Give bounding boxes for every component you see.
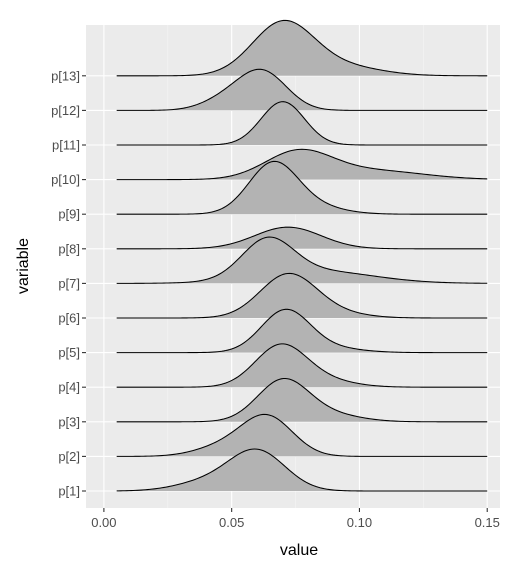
ridge-outline xyxy=(116,101,488,146)
ridge-fill xyxy=(116,69,488,111)
y-tick-label: p[5] xyxy=(58,345,80,360)
ridge-outline xyxy=(116,413,488,457)
ridges-layer xyxy=(116,19,488,492)
ridge-outline xyxy=(116,68,488,111)
ridge-p[5] xyxy=(116,308,488,354)
ridge-outline xyxy=(116,272,488,319)
x-axis-title: value xyxy=(280,542,318,559)
y-tick-label: p[7] xyxy=(58,276,80,291)
ridge-outline xyxy=(116,19,488,77)
ridge-fill xyxy=(116,449,488,491)
y-tick-label: p[12] xyxy=(51,103,80,118)
ridge-fill xyxy=(116,378,488,422)
ridge-p[11] xyxy=(116,101,488,146)
ridge-p[13] xyxy=(116,19,488,77)
ridge-p[4] xyxy=(116,343,488,388)
y-axis: p[1] p[2] p[3] p[4] p[5] p[6] p[7] p[8] p[9] p[10… xyxy=(51,68,86,499)
ridge-fill xyxy=(116,161,488,215)
ridge-p[7] xyxy=(116,236,488,284)
y-tick-label: p[4] xyxy=(58,380,80,395)
ridge-p[1] xyxy=(116,448,488,492)
x-tick-label: 0.00 xyxy=(91,515,116,530)
ridge-fill xyxy=(116,20,488,76)
ridge-p[3] xyxy=(116,377,488,423)
y-tick-label: p[10] xyxy=(51,172,80,187)
ridge-fill xyxy=(116,101,488,145)
ridge-outline xyxy=(116,377,488,423)
y-tick-label: p[2] xyxy=(58,449,80,464)
x-tick-label: 0.05 xyxy=(219,515,244,530)
x-tick-label: 0.15 xyxy=(475,515,500,530)
ridge-fill xyxy=(116,343,488,388)
ridge-p[6] xyxy=(116,272,488,319)
y-tick-label: p[6] xyxy=(58,311,80,326)
ridge-outline xyxy=(116,160,488,215)
ridge-fill xyxy=(116,414,488,457)
ridge-fill xyxy=(116,309,488,353)
ridge-outline xyxy=(116,148,488,181)
ridge-p[8] xyxy=(116,226,488,250)
ridge-outline xyxy=(116,343,488,388)
x-tick-label: 0.10 xyxy=(347,515,372,530)
ridge-p[12] xyxy=(116,68,488,111)
y-tick-label: p[8] xyxy=(58,241,80,256)
ridge-fill xyxy=(116,227,488,249)
ridge-outline xyxy=(116,448,488,492)
ridge-fill xyxy=(116,149,488,180)
y-tick-label: p[1] xyxy=(58,484,80,499)
ridge-outline xyxy=(116,236,488,284)
y-tick-label: p[3] xyxy=(58,414,80,429)
x-axis: 0.00 0.05 0.10 0.15 xyxy=(91,508,500,530)
y-tick-label: p[9] xyxy=(58,207,80,222)
y-tick-label: p[13] xyxy=(51,68,80,83)
y-axis-title: variable xyxy=(15,238,32,294)
ridge-p[10] xyxy=(116,148,488,181)
ridge-outline xyxy=(116,226,488,250)
ridge-fill xyxy=(116,237,488,284)
ridge-fill xyxy=(116,273,488,318)
ridge-p[2] xyxy=(116,413,488,457)
ridge-outline xyxy=(116,308,488,354)
ridge-p[9] xyxy=(116,160,488,215)
y-tick-label: p[11] xyxy=(52,138,80,153)
